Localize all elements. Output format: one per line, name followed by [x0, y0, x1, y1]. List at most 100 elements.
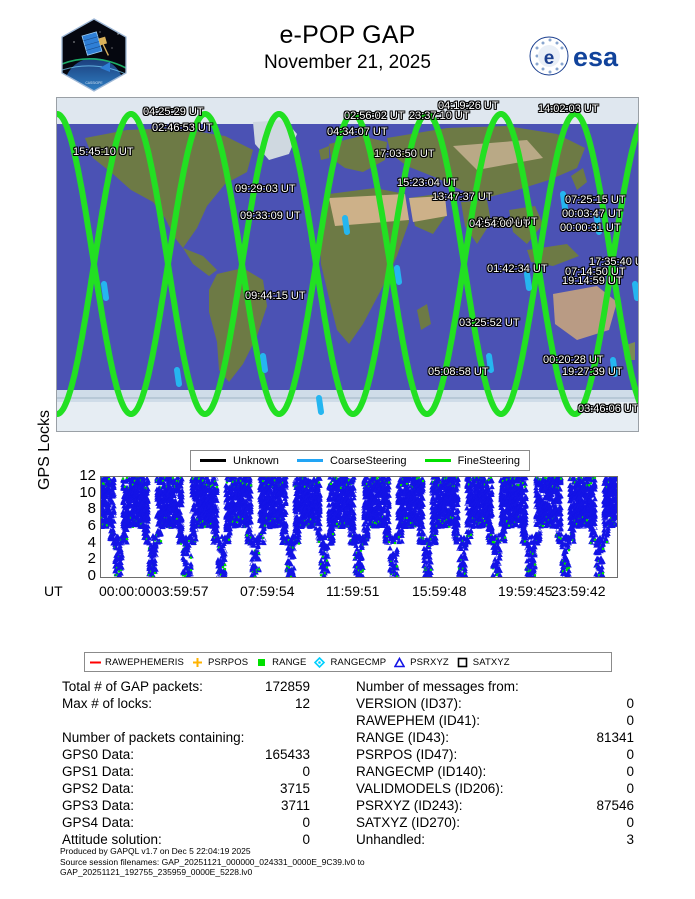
legend-item-unknown: Unknown [200, 455, 279, 467]
pass-time-label: 15:45:10 UT [73, 146, 134, 158]
stat-value: 0 [302, 815, 310, 830]
pass-time-label: 04:19:26 UT [438, 100, 499, 112]
legend-item-coarsesteering: CoarseSteering [297, 455, 406, 467]
pass-time-label: 19:27:39 UT [562, 366, 623, 378]
y-tick-label: 6 [87, 517, 96, 534]
satxyz-marker-icon [457, 657, 468, 668]
stat-key: Unhandled: [356, 832, 426, 847]
stat-row: Max # of locks: 12 [62, 695, 352, 712]
stat-row: PSRPOS (ID47): 0 [356, 746, 646, 763]
esa-logo-icon: e esa [528, 34, 636, 78]
x-tick-label: 11:59:51 [326, 583, 380, 599]
pass-time-label: 19:14:59 UT [562, 275, 623, 287]
stat-value: 0 [626, 815, 634, 830]
stat-heading-text: Number of messages from: [356, 679, 519, 694]
stat-value: 0 [626, 747, 634, 762]
pass-time-label: 07:25:15 UT [565, 194, 626, 206]
map-base-layer [57, 98, 638, 431]
legend-item-rangecmp: RANGECMP [310, 656, 390, 668]
stat-row: GPS4 Data: 0 [62, 814, 352, 831]
svg-text:CASSIOPE: CASSIOPE [85, 81, 103, 85]
y-tick-label: 10 [79, 483, 96, 501]
stat-value: 0 [626, 713, 634, 728]
y-tick-label: 2 [87, 550, 96, 568]
pass-time-label: 00:20:28 UT [543, 354, 604, 366]
pass-time-label: 04:54:00 UT [469, 218, 530, 230]
pass-time-label: 15:23:04 UT [397, 177, 458, 189]
stat-value: 87546 [596, 798, 634, 813]
stat-row: Unhandled: 3 [356, 831, 646, 848]
x-tick-label: 23:59:42 [551, 583, 606, 599]
pass-time-label: 00:00:31 UT [560, 222, 621, 234]
pass-time-label: 04:59:04 UT [477, 216, 538, 228]
statistics-column-left: Total # of GAP packets: 172859 Max # of lo… [62, 678, 352, 848]
stat-value: 81341 [596, 730, 634, 745]
pass-time-label: 02:46:53 UT [152, 122, 213, 134]
legend-label-rawephemeris: RAWEPHEMERIS [105, 656, 184, 668]
pass-time-label: 05:08:58 UT [428, 366, 489, 378]
stat-row: PSRXYZ (ID243): 87546 [356, 797, 646, 814]
orbit-ground-tracks [57, 111, 638, 417]
pass-time-label: 00:03:47 UT [562, 208, 623, 220]
stat-row: VALIDMODELS (ID206): 0 [356, 780, 646, 797]
x-tick-label: 03:59:57 [154, 583, 209, 599]
gps-locks-data-layer [101, 477, 617, 577]
footer-produced-by: Produced by GAPQL v1.7 on Dec 5 22:04:19… [60, 846, 251, 856]
legend-label-satxyz: SATXYZ [472, 656, 510, 668]
spacer [62, 712, 352, 729]
stat-value: 3 [626, 832, 634, 847]
pass-time-label: 01:42:34 UT [487, 263, 548, 275]
stat-row: RAWEPHEM (ID41): 0 [356, 712, 646, 729]
pass-time-label: 02:56:02 UT [344, 110, 405, 122]
ground-track-map: 04:25:29 UT 02:46:53 UT 15:45:10 UT 09:29:0… [56, 97, 639, 432]
pass-time-label: 13:47:37 UT [432, 191, 493, 203]
legend-label-psrxyz: PSRXYZ [410, 656, 449, 668]
steering-mode-legend: Unknown CoarseSteering FineSteering [190, 450, 530, 471]
pass-time-label: 17:35:40 UT [589, 256, 638, 268]
page-title: e-POP GAP [279, 21, 416, 49]
stat-key: Attitude solution: [62, 832, 162, 847]
stat-row: GPS0 Data: 165433 [62, 746, 352, 763]
legend-label-psrpos: PSRPOS [207, 656, 249, 668]
legend-label-rangecmp: RANGECMP [330, 656, 387, 668]
stat-key: PSRXYZ (ID243): [356, 798, 463, 813]
pass-time-label: 03:25:52 UT [459, 317, 520, 329]
stat-key: Total # of GAP packets: [62, 679, 203, 694]
legend-item-satxyz: SATXYZ [453, 657, 514, 668]
stat-key: RAWEPHEM (ID41): [356, 713, 481, 728]
stat-row: VERSION (ID37): 0 [356, 695, 646, 712]
stat-value: 0 [626, 781, 634, 796]
psrpos-marker-icon [192, 657, 203, 668]
page-date: November 21, 2025 [264, 52, 431, 73]
stat-value: 0 [626, 764, 634, 779]
stat-value: 12 [294, 696, 310, 711]
stat-key: SATXYZ (ID270): [356, 815, 461, 830]
stat-key: RANGECMP (ID140): [356, 764, 487, 779]
stat-value: 3711 [280, 798, 310, 813]
stat-row: GPS2 Data: 3715 [62, 780, 352, 797]
stat-value: 0 [626, 696, 634, 711]
rawephemeris-marker-icon [89, 657, 101, 668]
message-type-legend: RAWEPHEMERIS PSRPOS RANGE RANGECMP PSRXYZ SAT… [84, 652, 612, 672]
stat-key: VERSION (ID37): [356, 696, 462, 711]
pass-time-label: 17:03:50 UT [374, 148, 435, 160]
legend-swatch-finesteering [424, 459, 451, 462]
footer-provenance: Produced by GAPQL v1.7 on Dec 5 22:04:19… [60, 846, 620, 878]
stat-heading: Number of messages from: [356, 678, 646, 695]
legend-label-unknown: Unknown [233, 454, 279, 467]
pass-time-label: 09:33:09 UT [240, 210, 301, 222]
stat-value: 0 [302, 832, 310, 847]
statistics-column-right: Number of messages from: VERSION (ID37): 0… [356, 678, 646, 848]
cassiope-mission-patch-icon: CASSIOPE [60, 18, 128, 92]
stat-key: GPS1 Data: [62, 764, 135, 779]
x-axis-unit-label: UT [44, 583, 63, 599]
y-tick-label: 8 [87, 500, 96, 518]
legend-label-coarsesteering: CoarseSteering [330, 454, 407, 467]
stat-value: 0 [302, 764, 310, 779]
gps-locks-plot [100, 476, 618, 578]
stat-value: 172859 [264, 679, 310, 694]
x-tick-label: 07:59:54 [240, 583, 295, 599]
pass-time-label: 14:02:03 UT [538, 103, 599, 115]
stat-row: RANGE (ID43): 81341 [356, 729, 646, 746]
